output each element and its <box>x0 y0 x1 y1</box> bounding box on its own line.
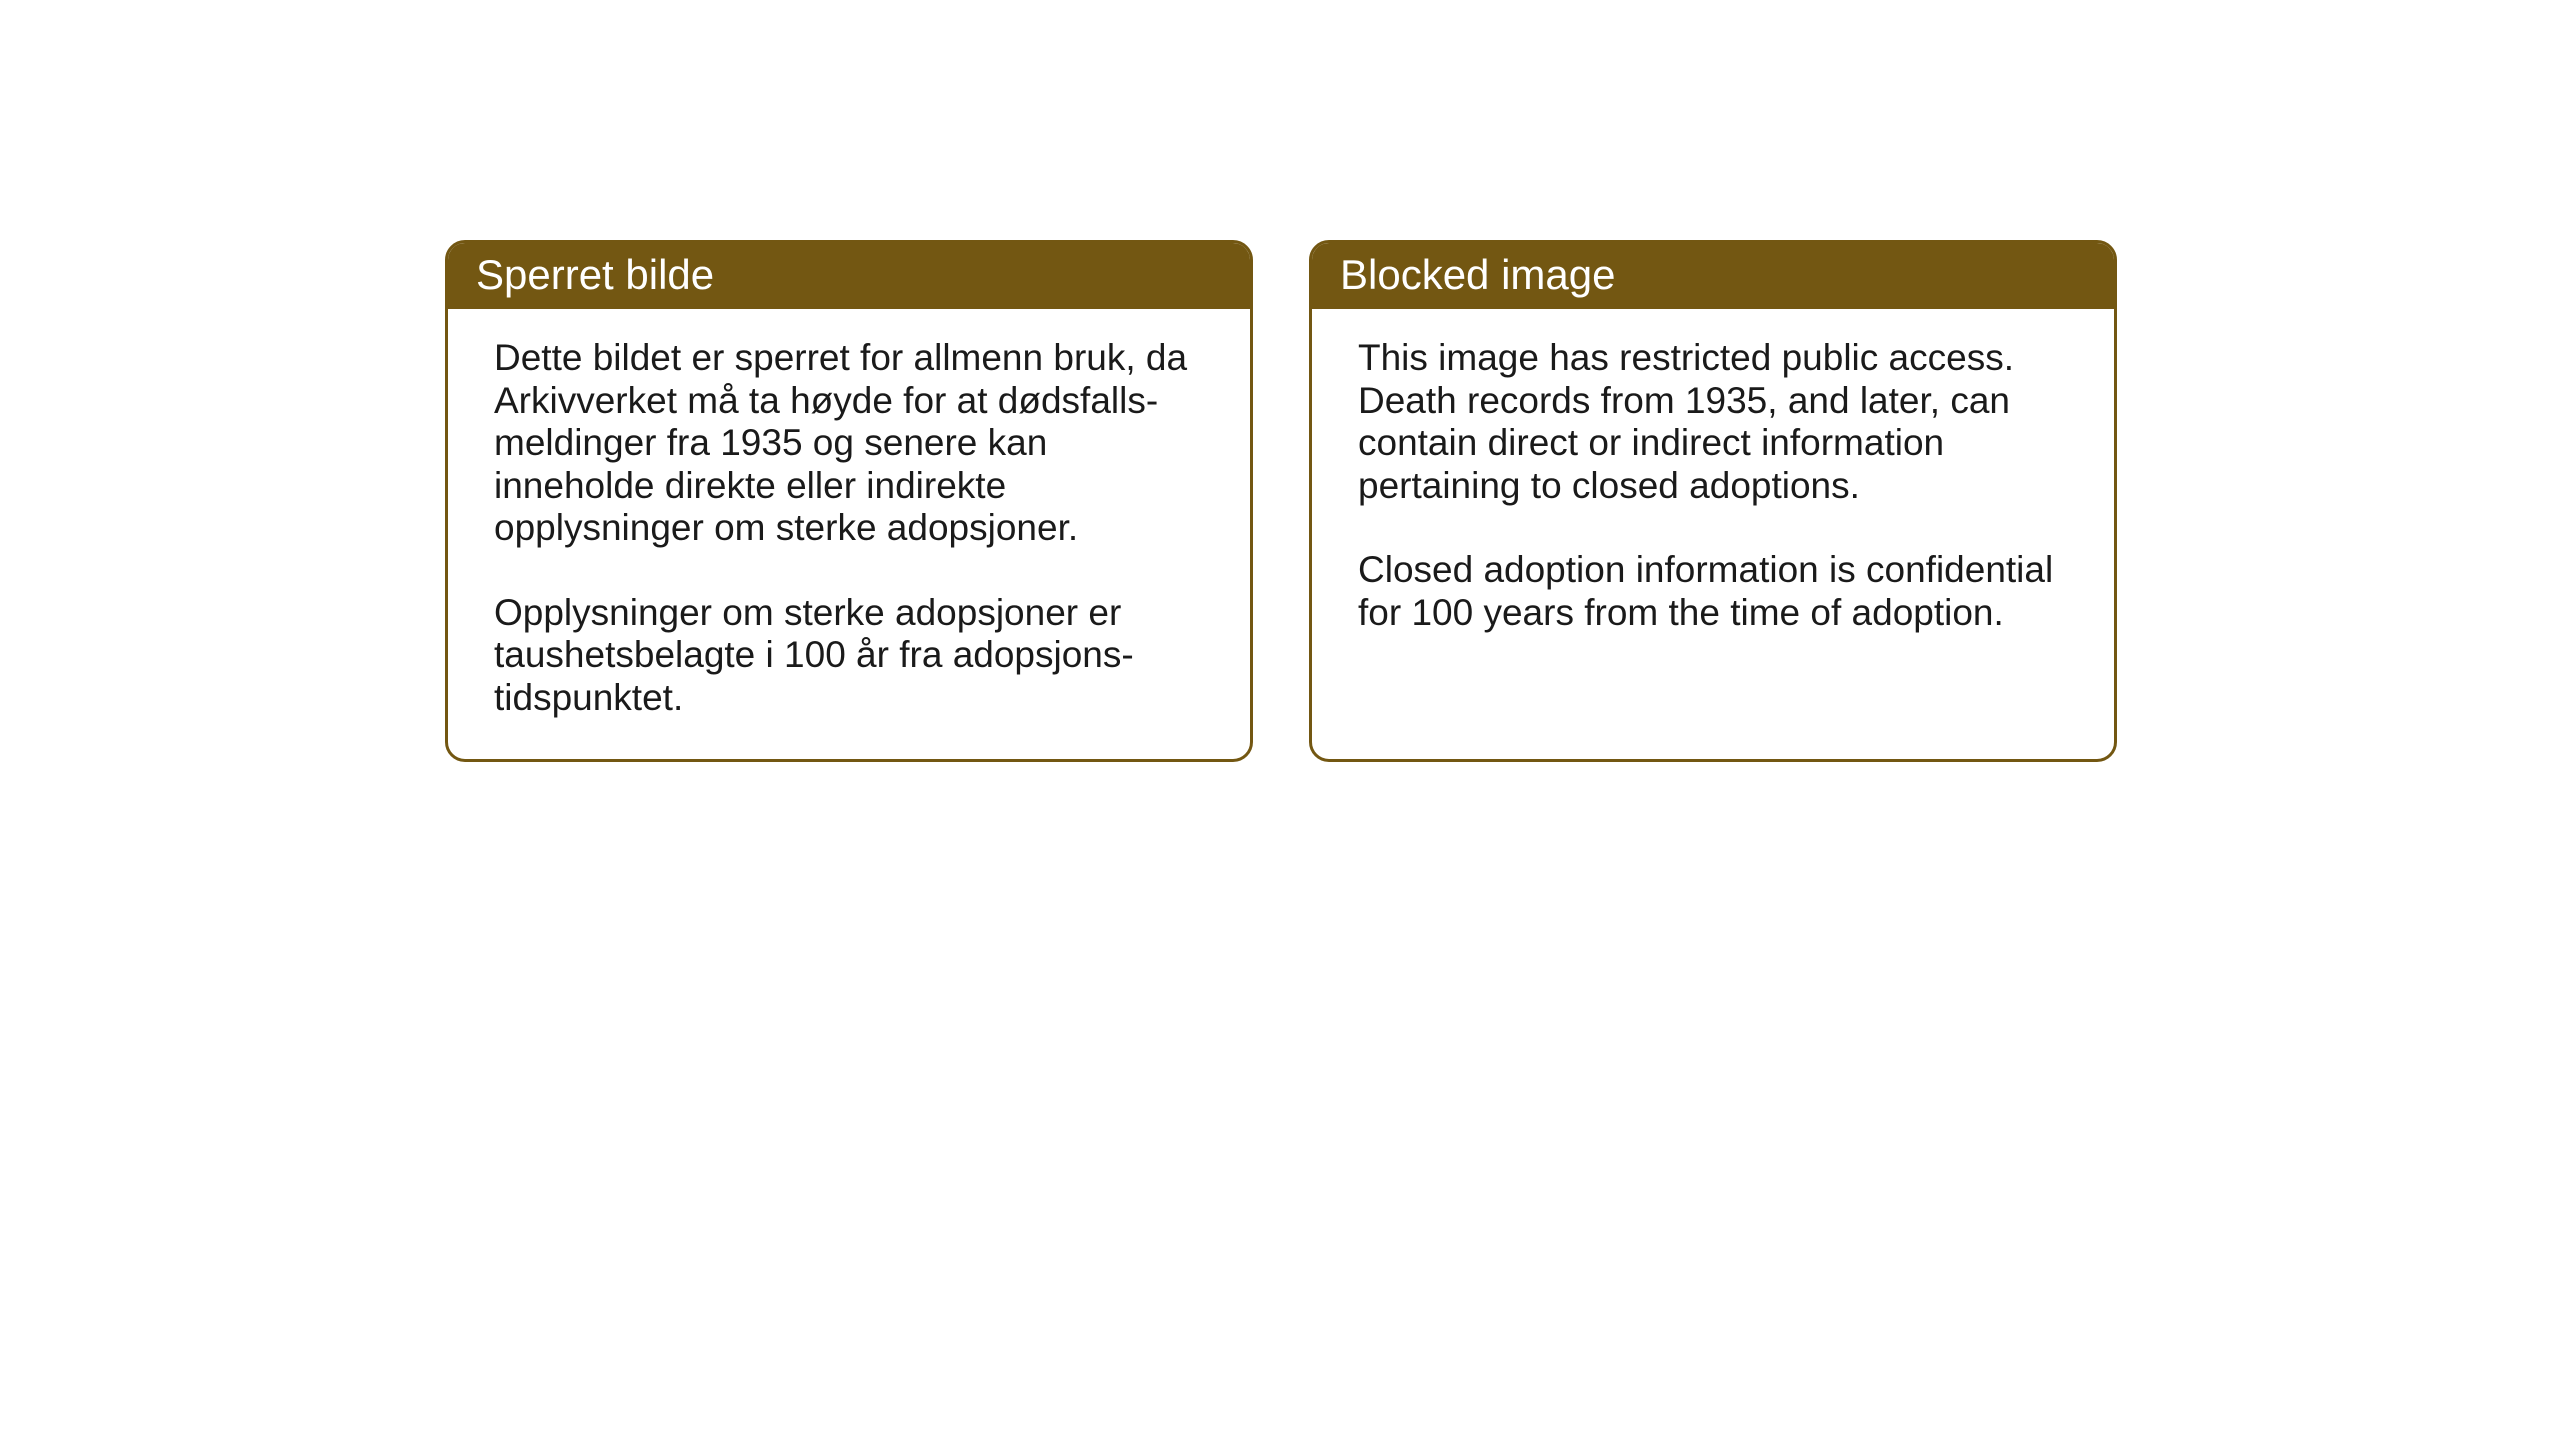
norwegian-paragraph-2: Opplysninger om sterke adopsjoner er tau… <box>494 592 1204 720</box>
norwegian-paragraph-1: Dette bildet er sperret for allmenn bruk… <box>494 337 1204 550</box>
english-panel-title: Blocked image <box>1312 243 2114 309</box>
english-paragraph-2: Closed adoption information is confident… <box>1358 549 2068 634</box>
norwegian-panel-body: Dette bildet er sperret for allmenn bruk… <box>448 309 1250 759</box>
english-panel: Blocked image This image has restricted … <box>1309 240 2117 762</box>
english-paragraph-1: This image has restricted public access.… <box>1358 337 2068 507</box>
panels-container: Sperret bilde Dette bildet er sperret fo… <box>445 240 2117 762</box>
english-panel-body: This image has restricted public access.… <box>1312 309 2114 739</box>
norwegian-panel-title: Sperret bilde <box>448 243 1250 309</box>
norwegian-panel: Sperret bilde Dette bildet er sperret fo… <box>445 240 1253 762</box>
